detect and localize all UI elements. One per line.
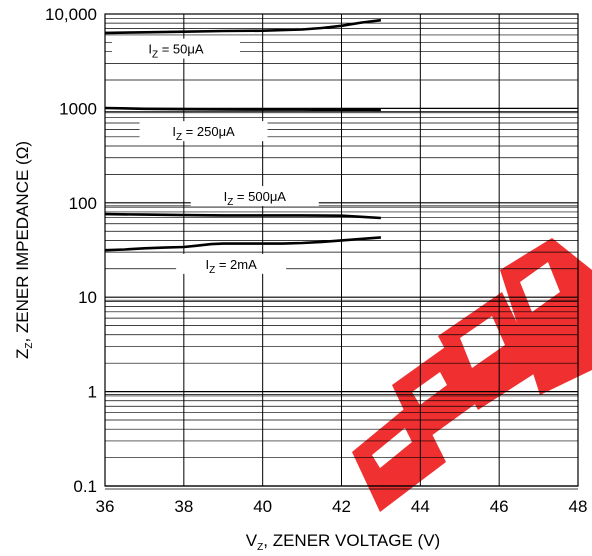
- series-label-rest-3: = 2mA: [215, 257, 257, 272]
- series-label-main-3: I: [205, 257, 209, 272]
- series-label-main-2: I: [224, 189, 228, 204]
- x-tick-label-4: 44: [411, 497, 430, 516]
- series-label-bg-3: [176, 253, 287, 274]
- y-tick-label-4: 1000: [59, 99, 97, 118]
- x-axis-title-rest: , ZENER VOLTAGE (V): [263, 531, 440, 550]
- y-tick-label-0: 0.1: [73, 477, 97, 496]
- y-axis-title-main: Z: [13, 349, 32, 359]
- series-line-0: [104, 18, 382, 35]
- series-label-bg-1: [139, 121, 268, 142]
- series-label-sub-2: Z: [227, 197, 233, 208]
- series-label-0: IZ = 50μA: [148, 42, 204, 61]
- watermark-logo: [352, 238, 592, 512]
- x-axis-title: VZ, ZENER VOLTAGE (V): [246, 531, 440, 553]
- series-lines: [104, 18, 382, 252]
- y-axis-title-sub: Z: [24, 343, 35, 349]
- x-axis-title-main: V: [246, 531, 258, 550]
- series-label-bg-0: [111, 38, 240, 59]
- x-tick-label-2: 40: [253, 497, 272, 516]
- series-line-3: [104, 236, 381, 252]
- y-tick-label-1: 1: [88, 383, 97, 402]
- y-axis-title: ZZ, ZENER IMPEDANCE (Ω): [13, 141, 35, 359]
- x-tick-label-3: 42: [332, 497, 351, 516]
- series-label-2: IZ = 500μA: [224, 189, 287, 208]
- x-axis-title-sub: Z: [257, 542, 263, 553]
- x-tick-label-0: 36: [96, 497, 115, 516]
- series-label-sub-0: Z: [152, 50, 158, 61]
- series-label-rest-1: = 250μA: [182, 124, 235, 139]
- x-tick-label-1: 38: [174, 497, 193, 516]
- series-label-sub-3: Z: [209, 265, 215, 276]
- series-label-1: IZ = 250μA: [172, 124, 235, 143]
- series-label-3: IZ = 2mA: [205, 257, 257, 276]
- y-tick-labels: 0.1 1 10 100 1000 10,000: [45, 5, 97, 496]
- series-label-main-0: I: [148, 42, 152, 57]
- series-label-rest-0: = 50μA: [158, 42, 204, 57]
- series-line-2: [104, 212, 381, 220]
- series-label-main-1: I: [172, 124, 176, 139]
- x-tick-labels: 36 38 40 42 44 46 48: [96, 497, 588, 516]
- grid-horizontal-lines: [105, 17, 578, 490]
- x-tick-label-5: 46: [490, 497, 509, 516]
- series-label-rest-2: = 500μA: [233, 189, 286, 204]
- y-tick-label-5: 10,000: [45, 5, 97, 24]
- y-tick-label-2: 10: [78, 288, 97, 307]
- series-label-sub-1: Z: [176, 132, 182, 143]
- watermark-logo-cutouts: [372, 262, 560, 468]
- series-line-1: [104, 106, 381, 112]
- series-label-bg-2: [190, 186, 319, 207]
- y-tick-label-3: 100: [69, 194, 97, 213]
- x-tick-label-6: 48: [569, 497, 588, 516]
- grid-vertical-lines: [104, 14, 579, 486]
- y-axis-title-rest: , ZENER IMPEDANCE (Ω): [13, 141, 32, 343]
